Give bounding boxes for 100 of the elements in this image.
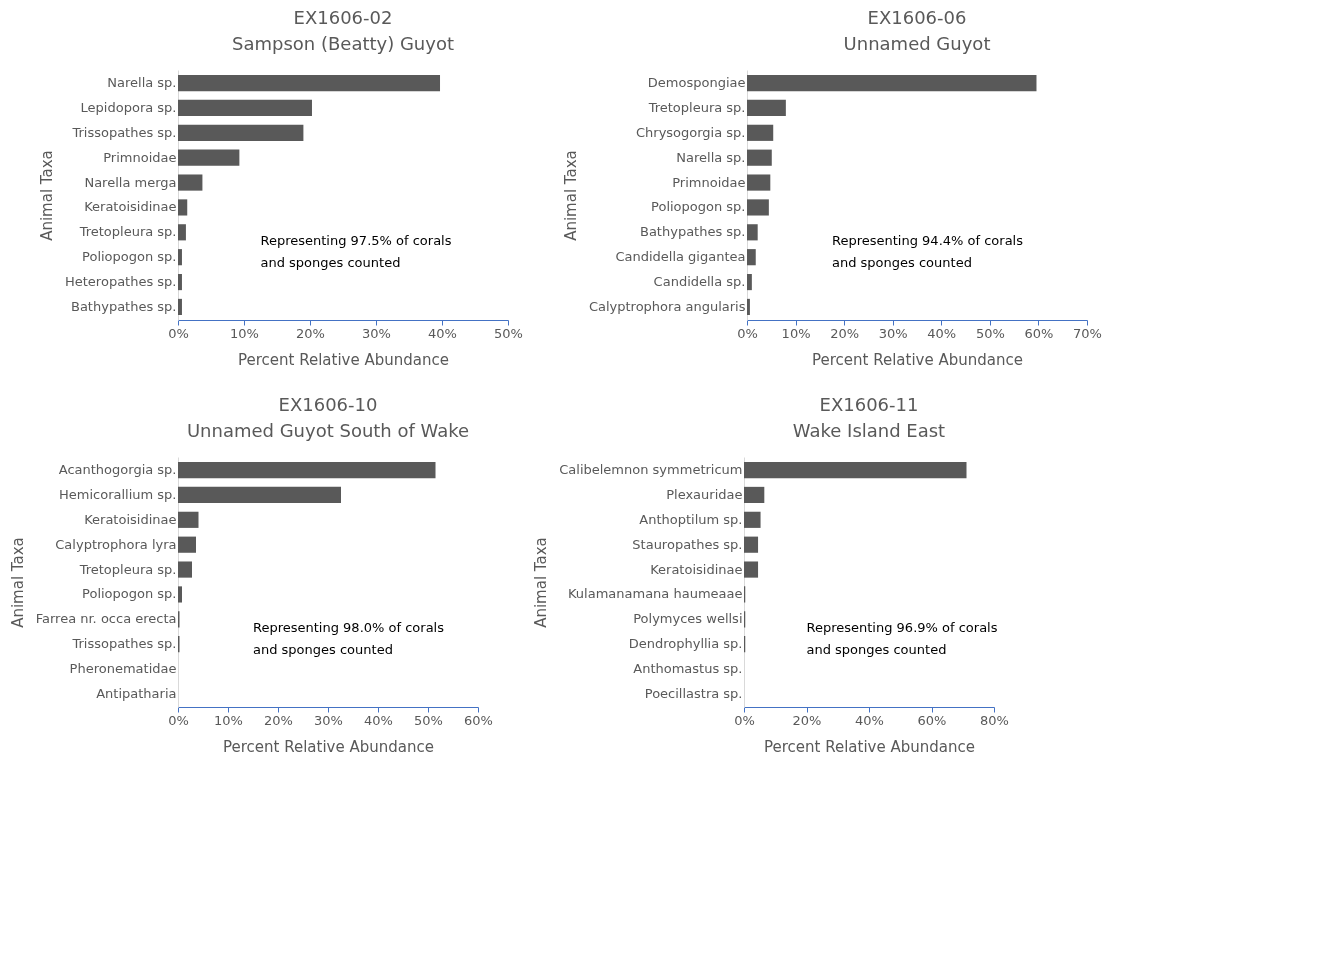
y-tick-label: Poliopogon sp. (82, 249, 177, 265)
y-tick-label: Primnoidae (103, 149, 177, 165)
bar (178, 199, 188, 216)
y-tick-label: Poliopogon sp. (651, 199, 746, 215)
bar (178, 536, 196, 553)
annotation: Representing 97.5% of corals and sponges counted (260, 233, 452, 270)
bar (178, 486, 341, 504)
bar (178, 224, 186, 241)
y-tick-label: Plexauridae (666, 486, 743, 502)
bar (178, 249, 182, 266)
bar (744, 461, 967, 479)
x-tick-label: 10% (214, 712, 243, 728)
bar (178, 511, 199, 528)
y-axis-title: Animal Taxa (38, 150, 56, 241)
y-tick-label: Hemicorallium sp. (59, 486, 177, 502)
x-tick-label: 50% (414, 712, 443, 728)
bar (178, 74, 441, 92)
x-axis-title: Percent Relative Abundance (764, 737, 975, 756)
bar (747, 199, 769, 216)
y-axis-title: Animal Taxa (532, 537, 551, 628)
y-tick-label: Calibelemnon symmetricum (559, 462, 743, 478)
y-tick-label: Bathypathes sp. (70, 298, 177, 314)
x-tick-label: 50% (494, 325, 523, 341)
x-tick-label: 60% (1024, 325, 1054, 341)
x-tick-label: 50% (975, 325, 1005, 341)
bar (178, 298, 182, 316)
y-tick-label: Keratoisidinae (650, 561, 743, 577)
chart-subtitle: Unnamed Guyot (843, 33, 991, 54)
bar (744, 486, 765, 504)
y-tick-label: Anthomastus sp. (633, 661, 743, 677)
y-tick-label: Antipatharia (96, 685, 177, 701)
x-axis-title: Percent Relative Abundance (238, 350, 449, 369)
x-tick-label: 60% (917, 712, 947, 728)
y-tick-label: Acanthogorgia sp. (58, 462, 177, 478)
x-tick-label: 20% (792, 712, 822, 728)
y-tick-label: Tretopleura sp. (647, 99, 746, 115)
bar (747, 298, 750, 316)
y-tick-label: Calyptrophora lyra (55, 536, 177, 552)
x-axis-title: Percent Relative Abundance (223, 737, 434, 756)
bar (744, 536, 759, 553)
y-tick-label: Calyptrophora angularis (588, 298, 746, 314)
y-tick-label: Candidella sp. (653, 274, 746, 290)
chart-subtitle: Wake Island East (792, 420, 946, 441)
x-tick-label: 40% (927, 325, 957, 341)
x-tick-label: 70% (1073, 325, 1102, 341)
bar (178, 273, 182, 291)
y-tick-label: Bathypathes sp. (639, 224, 746, 240)
y-tick-label: Lepidopora sp. (80, 99, 177, 115)
x-tick-label: 30% (362, 325, 391, 341)
x-tick-label: 20% (830, 325, 860, 341)
x-tick-label: 10% (781, 325, 811, 341)
y-tick-label: Anthoptilum sp. (639, 511, 743, 527)
bar (178, 174, 203, 191)
x-tick-label: 0% (734, 712, 755, 728)
x-tick-label: 40% (855, 712, 884, 728)
y-tick-label: Trissopathes sp. (71, 636, 177, 652)
x-tick-label: 30% (878, 325, 908, 341)
bar (178, 124, 304, 141)
y-tick-label: Narella sp. (676, 149, 746, 165)
x-axis-title: Percent Relative Abundance (812, 350, 1023, 369)
bar (747, 149, 772, 166)
bar (178, 461, 436, 479)
annotation: Representing 96.9% of corals and sponges counted (806, 620, 998, 657)
bar (747, 99, 786, 117)
y-tick-label: Primnoidae (672, 174, 746, 190)
y-tick-label: Tretopleura sp. (78, 224, 177, 240)
y-axis-title: Animal Taxa (561, 150, 580, 241)
bar (178, 561, 192, 578)
y-tick-label: Farrea nr. occa erecta (35, 611, 177, 627)
x-tick-label: 40% (364, 712, 393, 728)
chart-title: EX1606-10 (278, 394, 378, 415)
chart-title: EX1606-06 (867, 7, 967, 28)
y-axis-title: Animal Taxa (8, 537, 27, 628)
x-tick-label: 10% (230, 325, 259, 341)
bar (747, 224, 758, 241)
y-tick-label: Tretopleura sp. (78, 561, 177, 577)
annotation: Representing 98.0% of corals and sponges counted (253, 620, 445, 657)
x-tick-label: 20% (296, 325, 325, 341)
y-tick-label: Heteropathes sp. (65, 274, 177, 290)
y-tick-label: Keratoisidinae (84, 511, 177, 527)
y-tick-label: Keratoisidinae (84, 199, 177, 215)
y-tick-label: Candidella gigantea (615, 249, 746, 265)
x-tick-label: 0% (168, 325, 189, 341)
x-tick-label: 0% (168, 712, 189, 728)
bar (178, 99, 312, 117)
chart-subtitle: Unnamed Guyot South of Wake (186, 420, 470, 441)
bar (178, 149, 240, 166)
y-tick-label: Dendrophyllia sp. (628, 636, 743, 652)
y-tick-label: Stauropathes sp. (632, 536, 743, 552)
y-tick-label: Polymyces wellsi (633, 611, 743, 627)
chart-title: EX1606-02 (293, 7, 393, 28)
bar (747, 273, 752, 291)
bar (747, 174, 771, 191)
y-tick-label: Trissopathes sp. (71, 124, 177, 140)
bar (744, 511, 761, 528)
x-tick-label: 0% (737, 325, 758, 341)
y-tick-label: Chrysogorgia sp. (635, 124, 746, 140)
x-tick-label: 40% (428, 325, 457, 341)
y-tick-label: Poliopogon sp. (82, 586, 177, 602)
x-tick-label: 20% (264, 712, 293, 728)
